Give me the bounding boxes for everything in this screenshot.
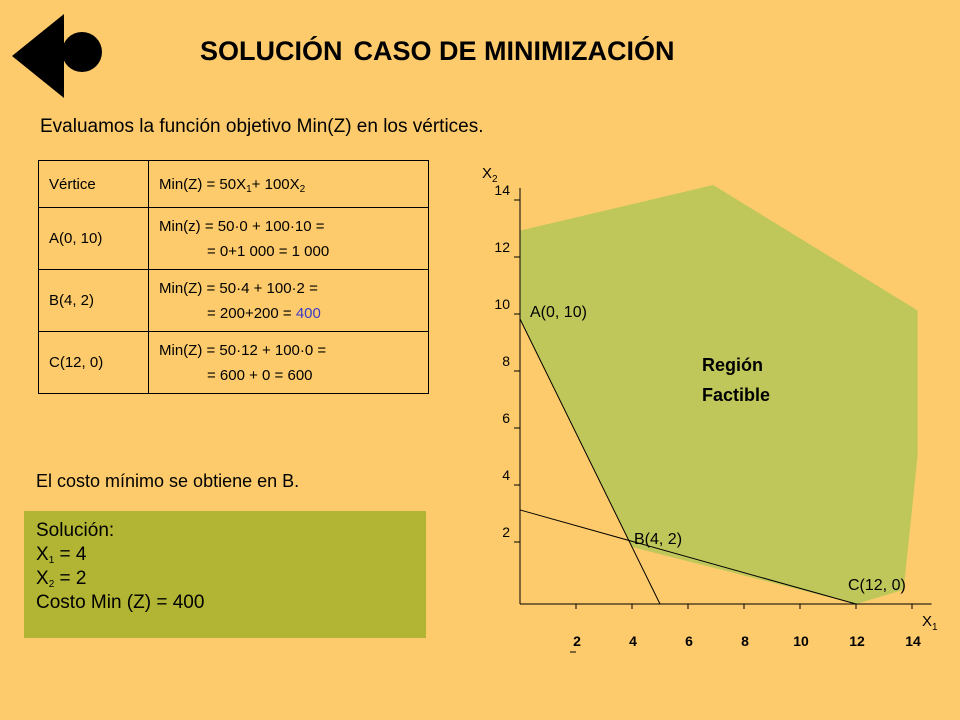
region-label: Región: [702, 355, 763, 375]
vertex-cell: A(0, 10): [38, 207, 149, 270]
title-word: SOLUCIÓN: [200, 36, 343, 66]
header-objective: Min(Z) = 50X1+ 100X2: [148, 160, 429, 208]
solution-x2: X2 = 2: [36, 568, 87, 590]
evaluation-cell: Min(z) = 50·0 + 100·10 = = 0+1 000 = 1 0…: [148, 207, 429, 270]
vertex-label: A(0, 10): [530, 304, 587, 321]
x-tick-label: 8: [741, 633, 749, 649]
y-tick-label: 10: [494, 296, 510, 312]
vertex-cell: C(12, 0): [38, 331, 149, 394]
x-tick-label: 6: [685, 633, 693, 649]
x-tick-label: 10: [793, 633, 809, 649]
vertex-label: C(12, 0): [848, 577, 906, 594]
vertex-evaluation-table: Vértice Min(Z) = 50X1+ 100X2 A(0, 10) Mi…: [38, 160, 429, 394]
solution-cost: Costo Min (Z) = 400: [36, 592, 205, 613]
y-axis-label: X2: [482, 165, 498, 185]
page-title: SOLUCIÓN CASO DE MINIMIZACIÓN: [200, 36, 675, 67]
vertex-cell: B(4, 2): [38, 269, 149, 332]
y-tick-label: 2: [502, 524, 510, 540]
evaluation-cell: Min(Z) = 50·12 + 100·0 = = 600 + 0 = 600: [148, 331, 429, 394]
feasible-region: [520, 185, 918, 605]
conclusion-text: El costo mínimo se obtiene en B.: [36, 471, 300, 491]
solution-heading: Solución:: [36, 520, 115, 541]
title-rest: CASO DE MINIMIZACIÓN: [353, 36, 675, 66]
x-axis-label: X1: [922, 613, 938, 633]
subtitle: Evaluamos la función objetivo Min(Z) en …: [40, 116, 484, 137]
y-tick-label: 6: [502, 410, 510, 426]
region-label: Factible: [702, 385, 770, 405]
x-tick-label: 2: [573, 633, 581, 649]
header-vertex: Vértice: [38, 160, 149, 208]
logo-icon: [12, 14, 102, 98]
constraint-line: [519, 318, 661, 605]
y-tick-label: 8: [502, 353, 510, 369]
table-header-row: Vértice Min(Z) = 50X1+ 100X2: [38, 160, 429, 208]
vertex-label: B(4, 2): [634, 531, 682, 548]
y-tick-label: 12: [494, 239, 510, 255]
solution-x1: X1 = 4: [36, 544, 87, 566]
y-tick-label: 4: [502, 467, 510, 483]
x-tick-label: 4: [629, 633, 637, 649]
solution-box: Solución: X1 = 4 X2 = 2 Costo Min (Z) = …: [24, 511, 426, 638]
x-tick-label: 14: [905, 633, 921, 649]
table-row: A(0, 10) Min(z) = 50·0 + 100·10 = = 0+1 …: [38, 207, 429, 270]
table-row: B(4, 2) Min(Z) = 50·4 + 100·2 = = 200+20…: [38, 269, 429, 332]
evaluation-cell: Min(Z) = 50·4 + 100·2 = = 200+200 = 400: [148, 269, 429, 332]
table-row: C(12, 0) Min(Z) = 50·12 + 100·0 = = 600 …: [38, 331, 429, 394]
min-value: 400: [295, 304, 321, 322]
constraint-line: [519, 509, 857, 605]
y-tick-label: 14: [494, 182, 510, 198]
x-tick-label: 12: [849, 633, 865, 649]
